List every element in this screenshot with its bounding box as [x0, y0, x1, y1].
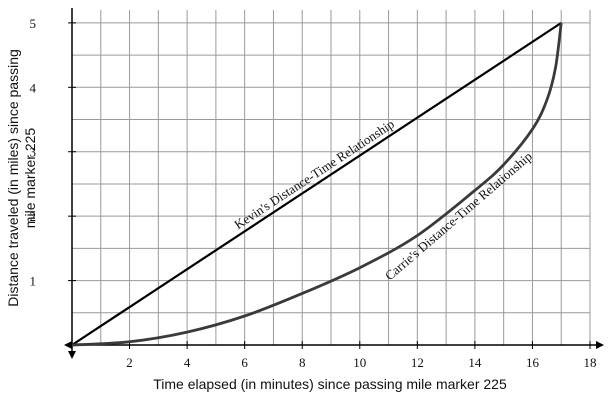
y-tick-label: 5 — [30, 16, 37, 31]
y-tick-label: 4 — [30, 80, 37, 95]
grid — [72, 10, 591, 345]
y-axis-ticks: 1 2 3 4 5 — [30, 16, 76, 289]
carrie-curve — [71, 22, 563, 347]
x-axis-arrow-left — [64, 341, 72, 349]
y-tick-label: 3 — [30, 145, 37, 160]
y-axis-arrow-down — [68, 351, 76, 359]
x-tick-label: 6 — [241, 355, 248, 370]
x-axis-title: Time elapsed (in minutes) since passing … — [153, 376, 507, 392]
x-tick-label: 12 — [411, 355, 424, 370]
x-tick-label: 14 — [468, 355, 482, 370]
x-tick-label: 8 — [299, 355, 306, 370]
y-axis-title-line-2: mile marker 225 — [22, 128, 38, 229]
x-tick-label: 2 — [126, 355, 133, 370]
y-tick-label: 2 — [30, 209, 37, 224]
x-tick-label: 10 — [353, 355, 366, 370]
x-axis-ticks: 2 4 6 8 10 12 14 16 18 — [126, 341, 597, 370]
y-tick-label: 1 — [30, 274, 37, 289]
axes — [64, 8, 604, 359]
series-lines — [71, 21, 563, 347]
kevin-series-label: Kevin's Distance-Time Relationship — [231, 116, 396, 232]
x-tick-label: 4 — [184, 355, 191, 370]
x-tick-label: 18 — [584, 355, 597, 370]
kevin-line — [71, 21, 562, 346]
y-axis-title-line-1: Distance traveled (in miles) since passi… — [5, 49, 21, 307]
x-tick-label: 16 — [526, 355, 540, 370]
x-axis-arrow — [596, 341, 604, 349]
